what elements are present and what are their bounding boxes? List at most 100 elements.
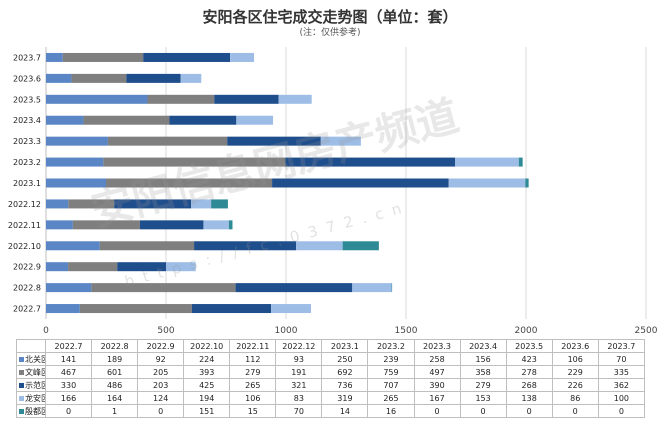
bar-segment [46,178,106,188]
y-tick-label: 2023.3 [13,137,41,146]
table-row: 示范区3304862034252653217367073902792682263… [16,378,646,392]
bar-segment [46,157,104,167]
bar-segment [79,304,192,314]
bar-segment [169,115,237,125]
table-cell: 1 [91,404,139,418]
table-cell: 106 [551,352,599,366]
bar-segment [191,199,212,209]
bar-segment [99,241,195,251]
bar-segment [46,115,84,125]
table-cell: 86 [551,391,599,405]
bar-segment [114,199,192,209]
bar-segment [46,136,108,146]
table-column-header: 2022.12 [275,339,323,353]
table-cell: 191 [275,365,323,379]
table-column-header: 2022.10 [183,339,231,353]
y-tick-label: 2022.8 [13,284,41,293]
y-tick-label: 2022.11 [8,221,41,230]
table-cell: 601 [91,365,139,379]
table-cell: 93 [275,352,323,366]
table-cell: 151 [183,404,231,418]
table-cell: 106 [229,391,277,405]
bar-segment [46,94,148,104]
table-cell: 156 [459,352,507,366]
chart-title: 安阳各区住宅成交走势图（单位：套） [202,8,458,26]
chart-subtitle: (注：仅供参考) [299,28,361,38]
bar-segment [191,304,272,314]
bar-segment [147,94,215,104]
legend-label: 示范区 [25,380,45,390]
table-row: 殷都区0101511570141600000 [16,404,646,418]
bar-segment [235,283,353,293]
bar-segment [166,262,196,272]
data-table: 2022.7 2022.8 2022.9 2022.10 2022.11 2022.12 2… [16,339,646,418]
table-column-header: 2023.3 [413,339,461,353]
legend-swatch [19,408,24,414]
bar-segment [46,199,69,209]
table-column-header: 2022.9 [137,339,185,353]
table-cell: 279 [229,365,277,379]
table-cell: 164 [91,391,139,405]
bar-segment [203,220,229,230]
table-cell: 335 [597,365,646,379]
bar-segment [228,220,233,230]
bar-segment [211,199,228,209]
bar-segment [91,283,236,293]
table-row: 北关区141189922241129325023925815642310670 [16,352,646,366]
table-cell: 100 [597,391,646,405]
table-cell: 189 [91,352,139,366]
table-cell: 15 [229,404,277,418]
table-column-header: 2022.8 [91,339,139,353]
bar-segment [448,178,526,188]
table-corner [16,339,46,353]
table-cell: 0 [551,404,599,418]
bar-segment [143,52,231,62]
bar-segment [106,178,273,188]
x-tick-label: 1500 [395,326,418,336]
bar-segment [139,220,204,230]
bar-segment [46,52,63,62]
bar-segment [71,73,127,83]
bar-segment [525,178,529,188]
table-cell: 138 [505,391,553,405]
x-tick-label: 2000 [515,326,538,336]
table-cell: 423 [505,352,553,366]
y-tick-label: 2023.6 [13,74,41,83]
table-cell: 229 [551,365,599,379]
stacked-bar-chart: 0 500 1000 1500 2000 2500 2022.7 2022.8 2022.9 20… [8,47,658,336]
table-cell: 707 [367,378,415,392]
bar-segment [46,283,92,293]
bar-segment [194,241,297,251]
table-cell: 153 [459,391,507,405]
table-cell: 112 [229,352,277,366]
table-cell: 166 [44,391,93,405]
table-cell: 279 [459,378,507,392]
bar-segment [46,262,69,272]
table-cell: 226 [551,378,599,392]
table-cell: 759 [367,365,415,379]
legend-entry: 北关区 [16,352,46,366]
table-cell: 258 [413,352,461,366]
table-column-header: 2023.6 [551,339,599,353]
table-header-row: 2022.7 2022.8 2022.9 2022.10 2022.11 2022.12 2… [16,339,646,353]
y-tick-label: 2023.7 [13,53,41,62]
bar-segment [180,73,202,83]
table-cell: 167 [413,391,461,405]
table-column-header: 2023.2 [367,339,415,353]
table-cell: 265 [367,391,415,405]
table-cell: 83 [275,391,323,405]
bar-segment [117,262,166,272]
bar-segment [391,283,393,293]
bar-segment [46,304,80,314]
bar-segment [272,178,449,188]
y-tick-label: 2023.4 [13,116,41,125]
bar-segment [68,262,118,272]
bar-segment [236,115,274,125]
table-cell: 239 [367,352,415,366]
table-cell: 319 [321,391,369,405]
table-cell: 205 [137,365,185,379]
table-cell: 203 [137,378,185,392]
table-cell: 425 [183,378,231,392]
table-cell: 390 [413,378,461,392]
table-cell: 467 [44,365,93,379]
